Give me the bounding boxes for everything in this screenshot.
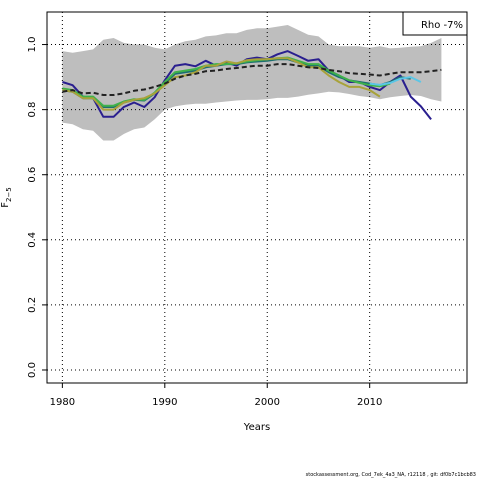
x-tick-label: 2000 xyxy=(255,397,280,408)
confidence-band-area xyxy=(62,25,442,141)
series-line-4 xyxy=(62,57,381,111)
x-tick-label: 1990 xyxy=(152,397,177,408)
legend-text: Rho -7% xyxy=(421,20,463,31)
y-tick-label: 0.6 xyxy=(27,167,38,183)
y-axis-title-main: F xyxy=(0,202,11,208)
series-lines xyxy=(62,50,442,121)
y-tick-label: 0.4 xyxy=(27,232,38,248)
x-tick-label: 1980 xyxy=(50,397,75,408)
series-line-5 xyxy=(369,76,422,86)
y-axis-title: F2−5 xyxy=(0,187,13,208)
y-axis-title-subscript: 2−5 xyxy=(5,187,13,202)
y-tick-label: 0.8 xyxy=(27,102,38,118)
plot-frame xyxy=(46,11,468,384)
footer-caption: stockassessment.org, Cod_7ek_4a3_NA, r12… xyxy=(305,472,476,478)
series-line-6 xyxy=(62,63,442,96)
legend: Rho -7% xyxy=(402,11,468,36)
y-tick-label: 0.2 xyxy=(27,297,38,313)
x-tick-label: 2010 xyxy=(357,397,382,408)
y-tick-label: 1.0 xyxy=(27,37,38,53)
y-axis: 0.0 0.2 0.4 0.6 0.8 1.0 xyxy=(27,37,47,378)
confidence-band xyxy=(62,25,442,141)
x-axis-title: Years xyxy=(243,422,270,433)
legend-box xyxy=(402,11,468,36)
series-line-3 xyxy=(62,56,391,107)
x-axis: 1980 1990 2000 2010 xyxy=(50,383,382,408)
y-tick-label: 0.0 xyxy=(27,362,38,378)
